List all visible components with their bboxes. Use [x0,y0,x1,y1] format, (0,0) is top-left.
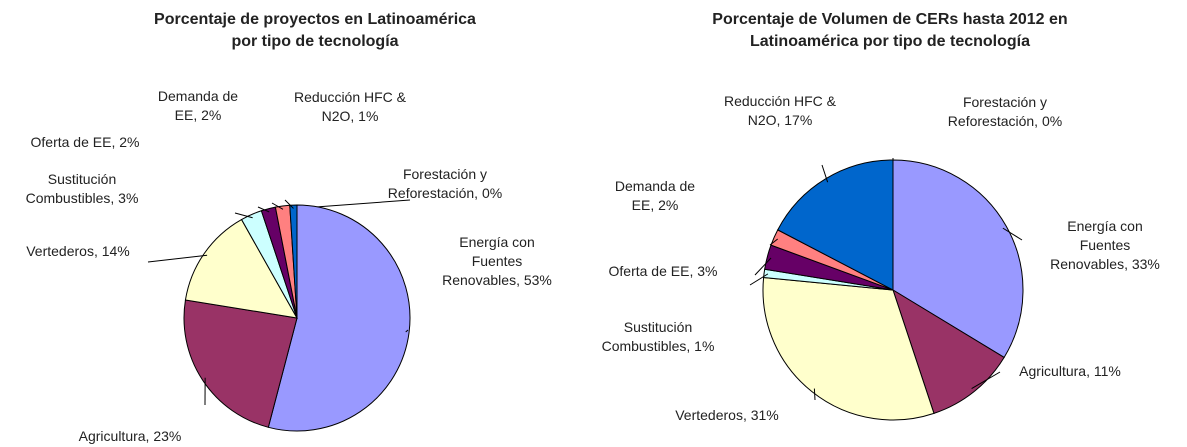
slice-label: Agricultura, 23% [79,428,182,444]
slice-label: Sustitución Combustibles, 3% [26,171,139,206]
slice-label: Demanda de EE, 2% [615,178,695,213]
pie-slice [762,276,935,421]
pie-slice [183,299,298,428]
pie-slice [892,159,1024,359]
leader-line [257,206,270,213]
chart-title: Porcentaje de proyectos en Latinoamérica… [154,11,476,50]
leader-line [754,257,772,276]
leader-line [813,388,816,401]
pie-slice [777,159,894,291]
slice-label: Reducción HFC & N2O, 17% [724,93,837,128]
leader-line [1002,227,1023,241]
slice-label: Energía con Fuentes Renovables, 33% [1050,218,1160,272]
slice-label: Vertederos, 14% [26,243,130,259]
leader-line [749,273,769,286]
leader-line [769,238,779,246]
leader-line [147,254,208,263]
leader-line [284,199,294,209]
pie-slice [892,288,1005,415]
slice-label: Energía con Fuentes Renovables, 53% [442,234,552,288]
leader-line [821,164,829,183]
slice-label: Forestación y Reforestación, 0% [948,94,1062,129]
leader-line [971,371,1001,390]
slice-label: Oferta de EE, 3% [609,263,718,279]
slice-label: Demanda de EE, 2% [158,88,238,123]
pie-slice [184,218,298,319]
slice-label: Sustitución Combustibles, 1% [602,319,715,354]
leader-line [234,212,253,219]
chart-title: Porcentaje de Volumen de CERs hasta 2012… [712,11,1067,50]
leader-line [405,329,409,333]
slice-label: Agricultura, 11% [1019,363,1121,379]
leader-line [271,202,284,210]
slice-label: Forestación y Reforestación, 0% [388,166,502,201]
slice-label: Reducción HFC & N2O, 1% [294,89,407,124]
slice-label: Oferta de EE, 2% [31,134,140,150]
slice-label: Vertederos, 31% [675,407,779,423]
pie-slice [267,204,411,432]
